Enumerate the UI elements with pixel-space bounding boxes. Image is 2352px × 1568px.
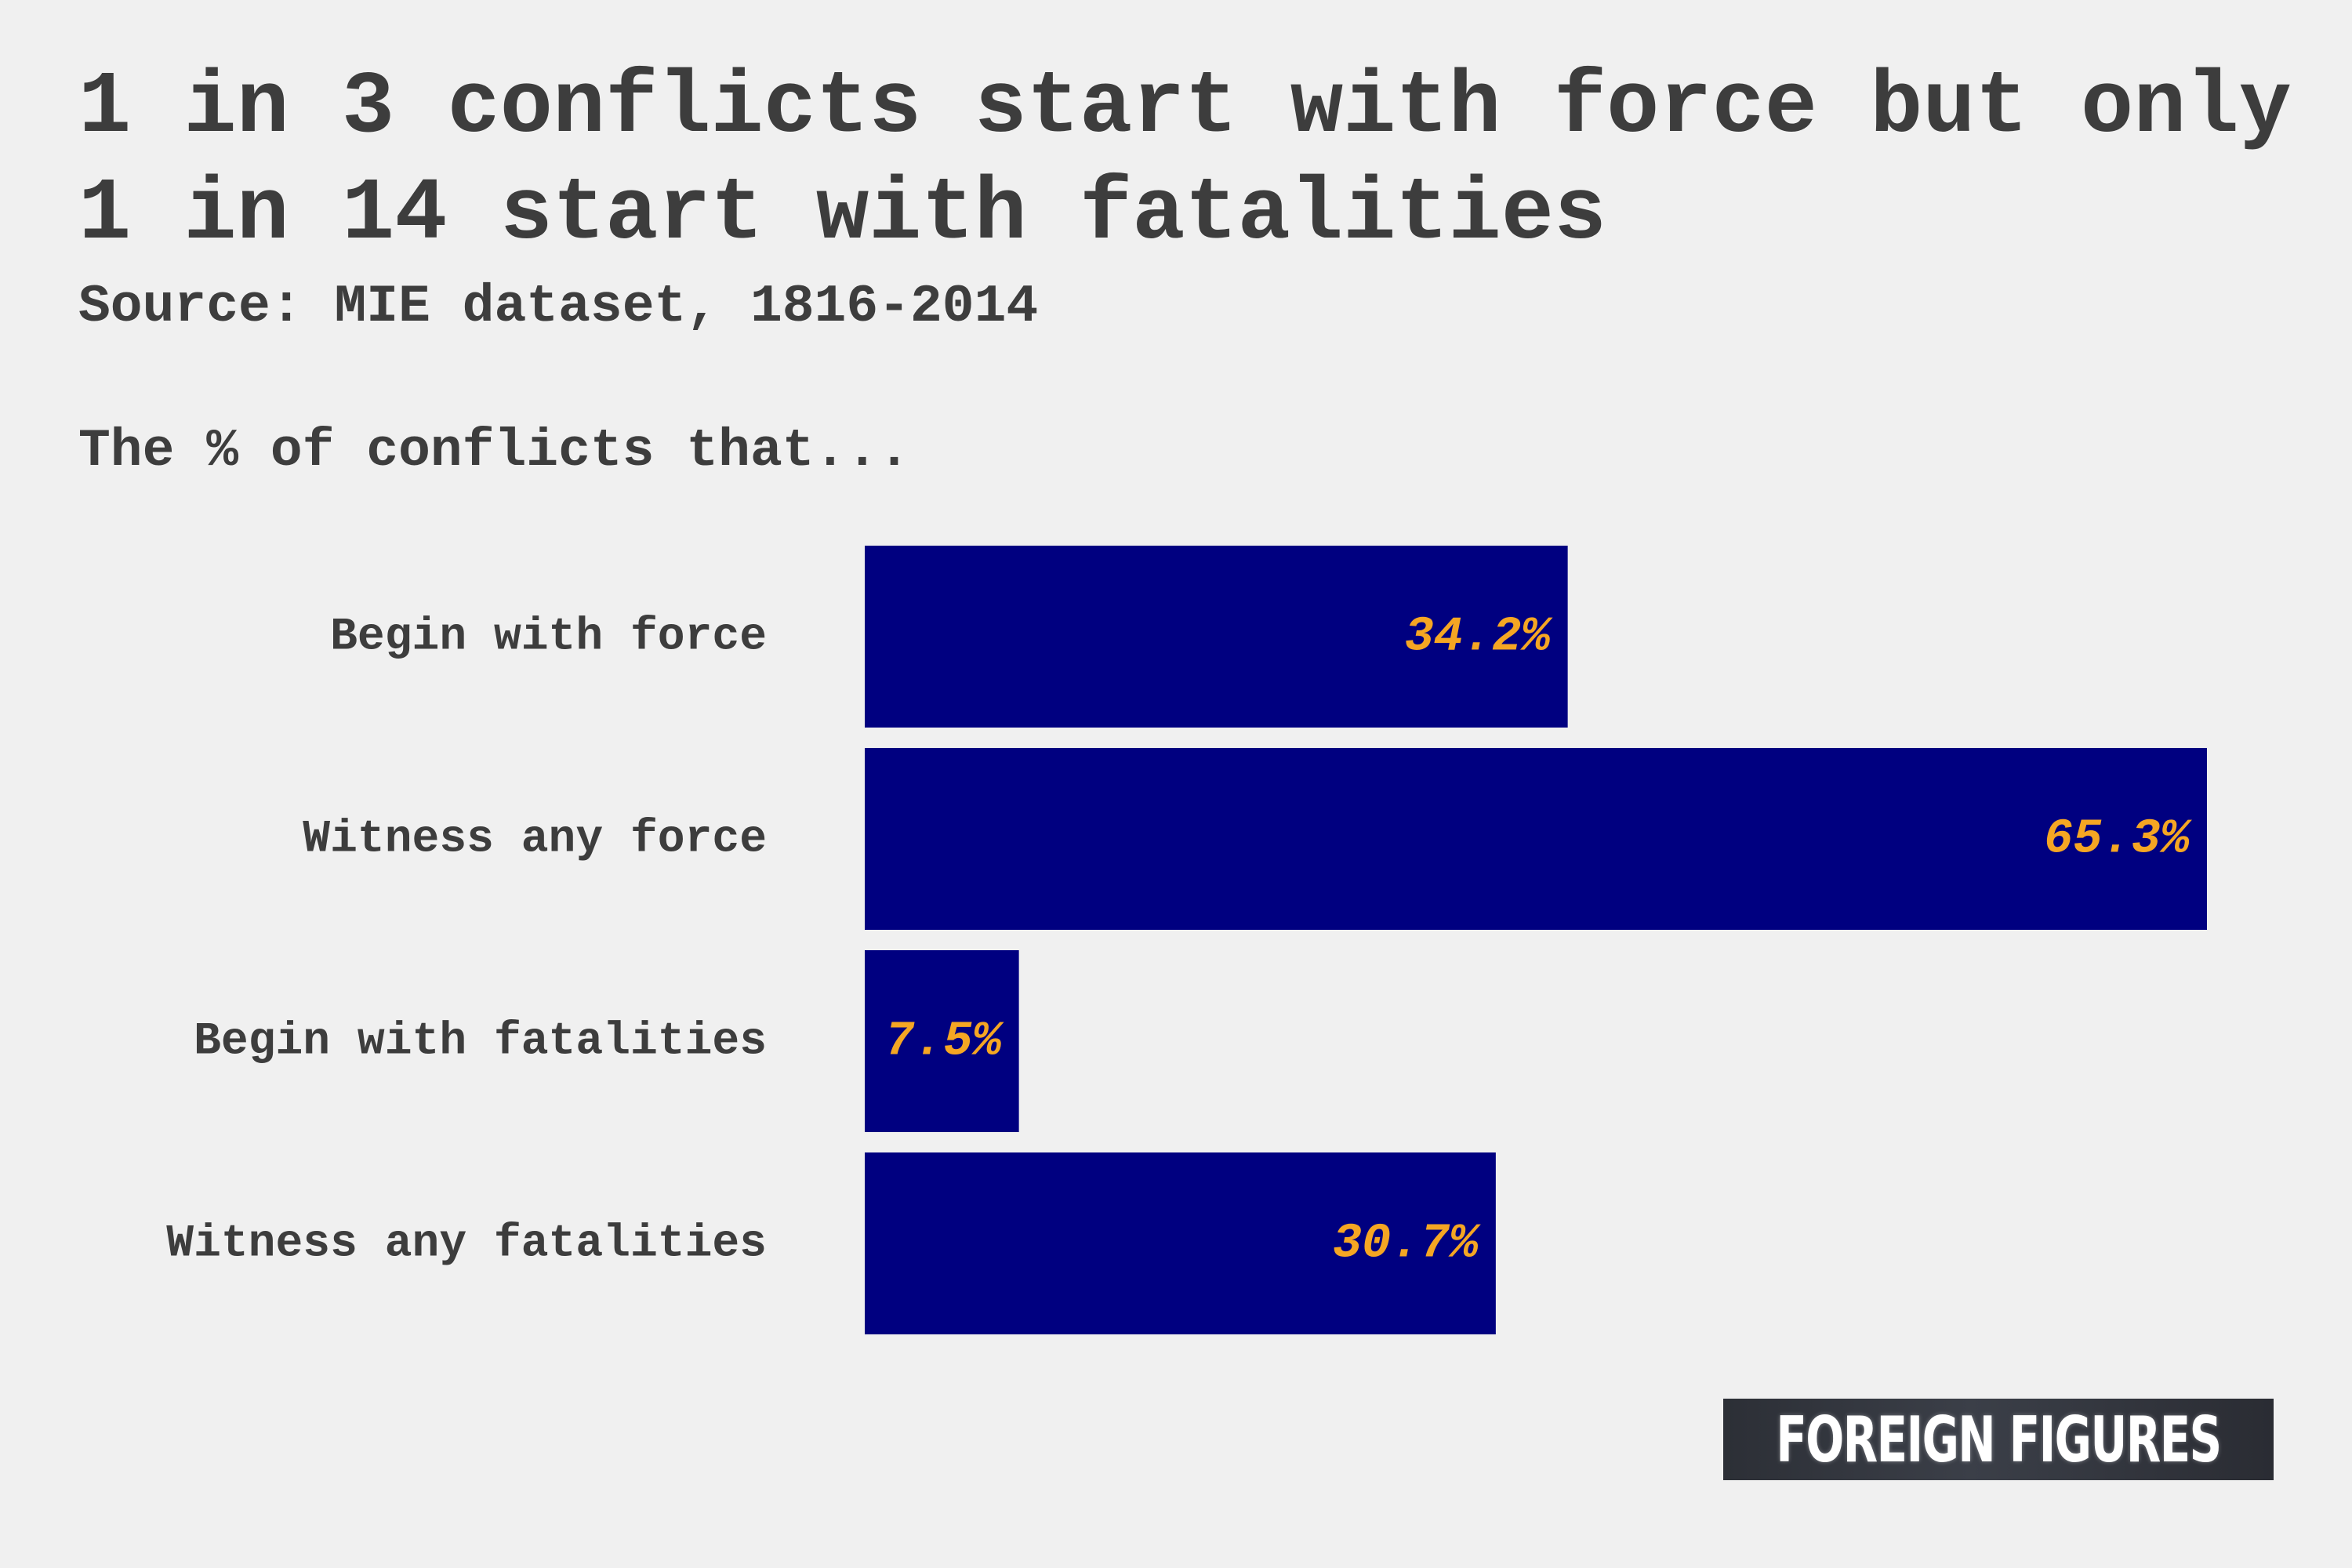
category-label-0: Begin with force bbox=[330, 612, 767, 662]
bar-2 bbox=[865, 950, 1019, 1132]
bar-1 bbox=[865, 748, 2207, 930]
chart-source: Source: MIE dataset, 1816-2014 bbox=[78, 277, 1039, 337]
value-label-0: 34.2% bbox=[1405, 608, 1554, 664]
brand-logo-text: FOREIGN FIGURES bbox=[1776, 1403, 2222, 1476]
value-label-1: 65.3% bbox=[2044, 811, 2193, 866]
bar-0 bbox=[865, 546, 1568, 728]
chart-subtitle: The % of conflicts that... bbox=[78, 421, 910, 481]
category-label-1: Witness any force bbox=[303, 814, 767, 865]
bar-3 bbox=[865, 1152, 1496, 1334]
category-label-3: Witness any fatalities bbox=[166, 1218, 767, 1269]
value-label-2: 7.5% bbox=[885, 1013, 1005, 1069]
category-label-2: Begin with fatalities bbox=[194, 1016, 767, 1067]
chart-title: 1 in 3 conflicts start with force but on… bbox=[78, 58, 2292, 264]
value-label-3: 30.7% bbox=[1333, 1215, 1482, 1271]
brand-logo: FOREIGN FIGURES bbox=[1723, 1399, 2274, 1480]
